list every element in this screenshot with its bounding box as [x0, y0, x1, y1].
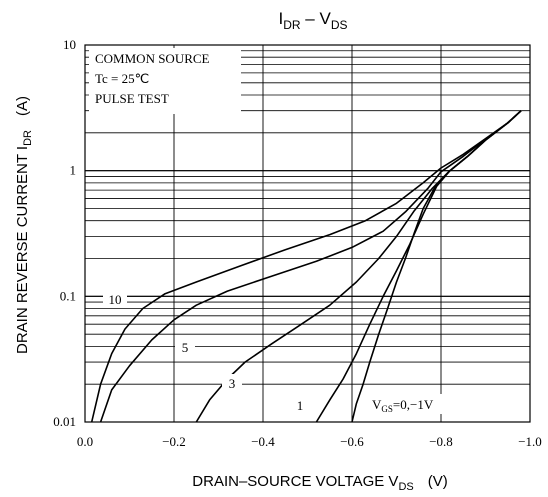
x-tick-label: −0.6 — [340, 434, 364, 449]
title-dash-sub: DS — [331, 18, 348, 32]
conditions-box: COMMON SOURCE Tc = 25℃ PULSE TEST — [89, 48, 241, 114]
x-tick-label: −1.0 — [518, 434, 542, 449]
curve-vgs-5 — [99, 110, 522, 423]
condition-line-3: PULSE TEST — [95, 91, 169, 106]
curve-vgs-10 — [90, 110, 522, 423]
title-main: I — [279, 9, 284, 28]
xlabel-sub: DS — [398, 481, 413, 493]
vgs-prefix: V — [372, 397, 382, 412]
title-dash: – V — [301, 9, 332, 28]
y-tick-label: 0.01 — [53, 414, 76, 429]
curve-label-10: 10 — [109, 292, 122, 307]
curve-label-3: 3 — [229, 376, 236, 391]
x-axis-label: DRAIN–SOURCE VOLTAGE VDS (V) — [192, 473, 447, 493]
y-axis-label: DRAIN REVERSE CURRENT IDR (A) — [14, 96, 34, 354]
x-tick-label: 0.0 — [77, 434, 93, 449]
curve-label-5: 5 — [182, 340, 189, 355]
chart-title: IDR – VDS — [279, 9, 348, 32]
curve-labels: 10 5 3 1 VGS=0,−1V — [103, 290, 462, 414]
title-main-sub: DR — [283, 18, 301, 32]
y-tick-label: 1 — [70, 163, 77, 178]
ylabel-sub: DR — [22, 130, 34, 146]
xlabel-main: DRAIN–SOURCE VOLTAGE V — [192, 473, 398, 490]
y-tick-label: 0.1 — [60, 288, 76, 303]
curve-label-1: 1 — [297, 398, 304, 413]
curve-label-vgs: VGS=0,−1V — [372, 397, 434, 414]
curves — [90, 110, 522, 423]
curve-vgs-3 — [195, 110, 522, 423]
grid — [85, 45, 530, 422]
ylabel-unit: (A) — [14, 96, 31, 116]
x-tick-label: −0.2 — [162, 434, 186, 449]
vgs-sub: GS — [381, 404, 393, 414]
xlabel-unit: (V) — [428, 473, 448, 490]
x-tick-label: −0.8 — [429, 434, 453, 449]
curve-vgs-1 — [315, 110, 522, 423]
condition-line-2: Tc = 25℃ — [95, 71, 149, 86]
x-tick-label: −0.4 — [251, 434, 275, 449]
condition-line-1: COMMON SOURCE — [95, 51, 210, 66]
vgs-suffix: =0,−1V — [393, 397, 434, 412]
plot-frame — [84, 44, 531, 423]
curve-vgs-01 — [351, 110, 522, 423]
y-tick-labels: 0.01 0.1 1 10 — [53, 37, 76, 429]
y-tick-label: 10 — [63, 37, 76, 52]
x-tick-labels: 0.0 −0.2 −0.4 −0.6 −0.8 −1.0 — [77, 434, 542, 449]
ylabel-main: DRAIN REVERSE CURRENT I — [14, 146, 31, 354]
